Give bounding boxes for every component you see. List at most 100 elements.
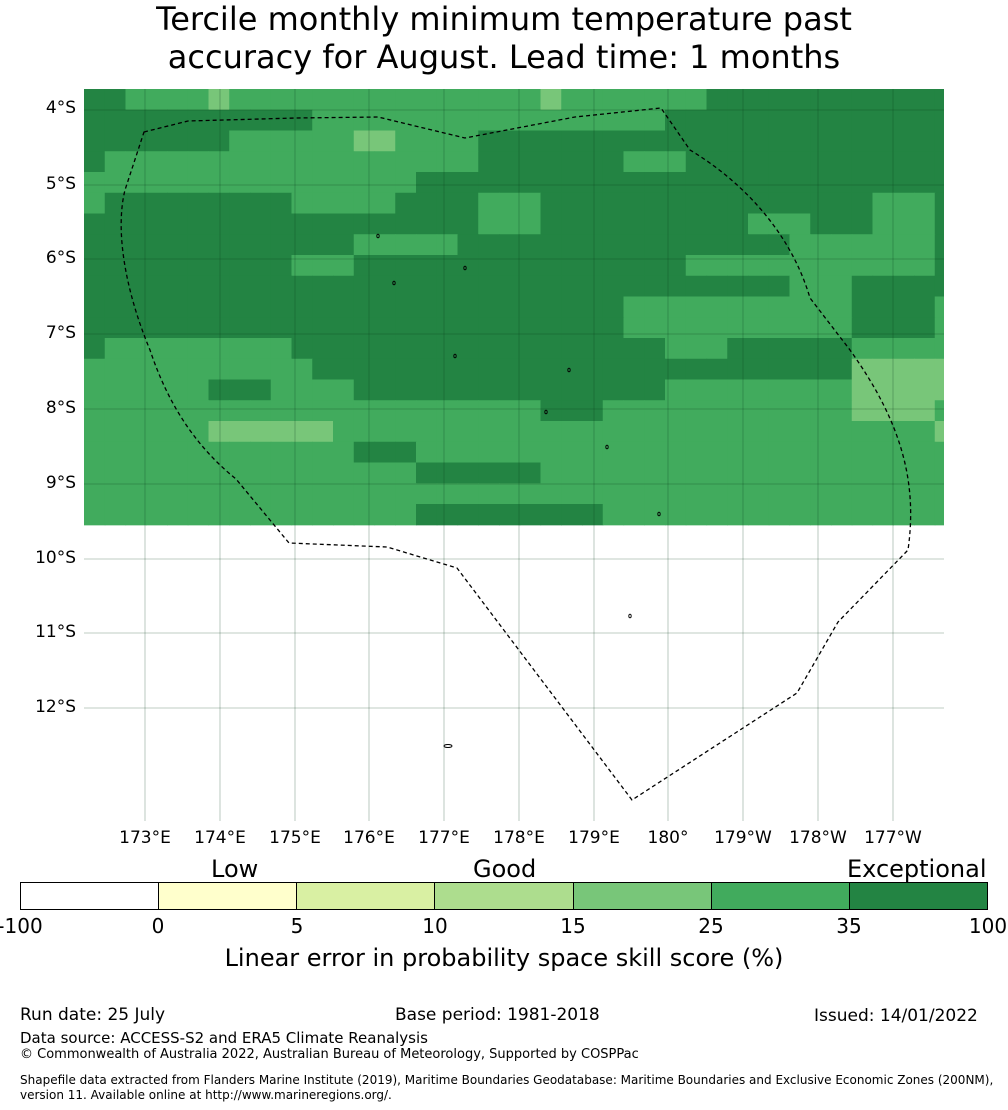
map-cell <box>831 338 853 360</box>
map-cell <box>146 109 168 132</box>
map-cell <box>499 296 521 318</box>
map-cell <box>416 130 438 152</box>
map-cell <box>250 317 272 339</box>
map-cell <box>727 400 749 422</box>
lon-label-178e: 178°E <box>493 828 545 848</box>
map-cell <box>291 89 313 111</box>
map-cell <box>291 275 313 298</box>
map-cell <box>104 172 127 194</box>
map-cell <box>250 213 272 235</box>
map-cell <box>478 130 500 152</box>
map-cell <box>374 213 396 235</box>
map-cell <box>104 483 127 505</box>
map-cell <box>810 296 832 318</box>
map-cell <box>789 358 811 381</box>
map-cell <box>561 130 583 152</box>
map-cell <box>644 255 666 277</box>
map-cell <box>851 255 874 277</box>
map-cell <box>685 400 708 422</box>
map-cell <box>353 192 376 215</box>
map-cell <box>457 379 479 401</box>
map-cell <box>851 172 874 194</box>
map-cell <box>602 441 625 464</box>
map-cell <box>582 483 604 505</box>
map-cell <box>727 192 749 215</box>
map-cell <box>499 504 521 526</box>
map-cell <box>395 483 417 505</box>
map-cell <box>291 462 313 484</box>
map-cell <box>270 255 293 277</box>
map-cell <box>644 234 666 256</box>
map-cell <box>250 130 272 152</box>
map-cell <box>540 421 562 443</box>
map-cell <box>644 462 666 484</box>
map-cell <box>665 358 687 381</box>
map-cell <box>84 213 106 235</box>
map-cell <box>851 296 874 318</box>
map-cell <box>810 338 832 360</box>
map-cell <box>768 130 791 152</box>
map-cell <box>665 172 687 194</box>
map-cell <box>748 421 770 443</box>
map-cell <box>395 338 417 360</box>
map-cell <box>914 441 936 464</box>
map-cell <box>104 462 127 484</box>
map-cell <box>582 379 604 401</box>
map-cell <box>810 213 832 235</box>
map-cell <box>934 172 944 194</box>
map-cell <box>602 504 625 526</box>
map-cell <box>519 151 542 173</box>
map-cell <box>146 234 168 256</box>
map-cell <box>540 213 562 235</box>
map-cell <box>934 379 944 401</box>
map-cell <box>478 172 500 194</box>
map-cell <box>623 441 645 464</box>
map-cell <box>395 358 417 381</box>
map-cell <box>851 151 874 173</box>
map-cell <box>665 275 687 298</box>
map-cell <box>602 400 625 422</box>
map-cell <box>748 109 770 132</box>
map-cell <box>208 400 230 422</box>
map-cell <box>208 172 230 194</box>
map-cell <box>540 317 562 339</box>
map-cell <box>374 379 396 401</box>
map-cell <box>499 213 521 235</box>
map-cell <box>561 400 583 422</box>
map-cell <box>789 213 811 235</box>
map-cell <box>167 130 189 152</box>
map-cell <box>208 421 230 443</box>
map-cell <box>831 172 853 194</box>
map-cell <box>104 358 127 381</box>
map-cell <box>187 421 210 443</box>
map-cell <box>374 338 396 360</box>
map-cell <box>146 483 168 505</box>
lat-label-6s: 6°S <box>45 248 76 268</box>
map-cell <box>872 504 894 526</box>
map-cell <box>167 213 189 235</box>
colorbar-tick: 5 <box>290 914 304 938</box>
map-cell <box>582 234 604 256</box>
map-cell <box>727 296 749 318</box>
map-cell <box>934 462 944 484</box>
map-cell <box>727 504 749 526</box>
map-cell <box>270 441 293 464</box>
map-cell <box>457 358 479 381</box>
lat-label-8s: 8°S <box>45 398 76 418</box>
map-cell <box>291 234 313 256</box>
map-cell <box>416 192 438 215</box>
map-cell <box>851 234 874 256</box>
map-cell <box>644 192 666 215</box>
map-cell <box>436 130 459 152</box>
map-cell <box>353 234 376 256</box>
map-cell <box>416 421 438 443</box>
map-cell <box>665 462 687 484</box>
map-cell <box>810 109 832 132</box>
map-cell <box>416 462 438 484</box>
map-cell <box>84 234 106 256</box>
map-cell <box>582 89 604 111</box>
map-cell <box>623 358 645 381</box>
map-cell <box>353 213 376 235</box>
map-cell <box>872 192 894 215</box>
map-cell <box>727 358 749 381</box>
